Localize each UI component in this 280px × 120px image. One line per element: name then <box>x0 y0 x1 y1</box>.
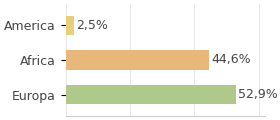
Bar <box>66 85 236 105</box>
Bar <box>66 15 74 35</box>
Bar <box>66 50 209 70</box>
Text: 52,9%: 52,9% <box>239 88 278 101</box>
Text: 2,5%: 2,5% <box>76 19 108 32</box>
Text: 44,6%: 44,6% <box>212 54 251 66</box>
